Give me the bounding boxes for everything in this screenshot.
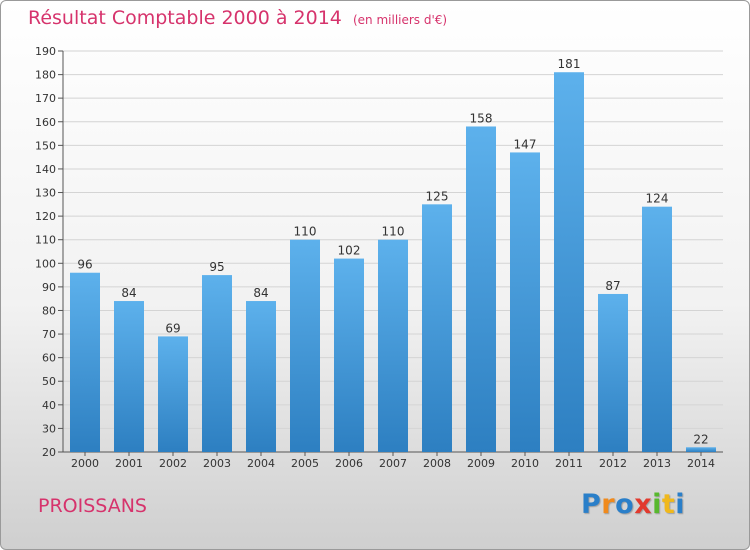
y-tick-label: 130 (35, 187, 56, 200)
bar (686, 447, 716, 452)
value-label: 102 (338, 244, 361, 258)
value-label: 95 (209, 260, 224, 274)
bar (334, 258, 364, 452)
y-tick-label: 60 (42, 352, 56, 365)
x-tick-label: 2011 (555, 457, 583, 470)
bar (114, 301, 144, 452)
y-tick-label: 50 (42, 375, 56, 388)
bar (422, 204, 452, 452)
bar (70, 272, 100, 452)
value-label: 125 (426, 189, 449, 203)
value-label: 158 (470, 111, 493, 125)
y-tick-label: 80 (42, 304, 56, 317)
bar (598, 293, 628, 452)
y-tick-label: 90 (42, 281, 56, 294)
x-tick-label: 2012 (599, 457, 627, 470)
logo-letter: i (652, 489, 662, 520)
y-tick-label: 160 (35, 116, 56, 129)
y-tick-label: 120 (35, 210, 56, 223)
value-label: 22 (693, 432, 708, 446)
bar (554, 72, 584, 453)
logo-letter: i (675, 489, 686, 520)
value-label: 84 (253, 286, 268, 300)
y-tick-label: 190 (35, 45, 56, 58)
value-label: 181 (558, 57, 581, 71)
x-tick-label: 2003 (203, 457, 231, 470)
y-tick-label: 70 (42, 328, 56, 341)
y-tick-label: 110 (35, 234, 56, 247)
logo-letter: o (615, 489, 635, 520)
x-tick-label: 2009 (467, 457, 495, 470)
x-tick-label: 2005 (291, 457, 319, 470)
bar (246, 301, 276, 452)
value-label: 87 (605, 279, 620, 293)
value-label: 96 (77, 258, 92, 272)
chart-subtitle: (en milliers d'€) (352, 13, 448, 27)
y-tick-label: 180 (35, 69, 56, 82)
place-name: PROISSANS (38, 495, 147, 517)
x-tick-label: 2007 (379, 457, 407, 470)
value-label: 110 (294, 225, 317, 239)
x-tick-label: 2013 (643, 457, 671, 470)
value-label: 69 (165, 321, 180, 335)
y-tick-label: 150 (35, 139, 56, 152)
x-tick-label: 2002 (159, 457, 187, 470)
y-tick-label: 20 (42, 446, 56, 459)
y-tick-label: 30 (42, 422, 56, 435)
y-tick-label: 100 (35, 257, 56, 270)
bar (378, 239, 408, 452)
value-label: 147 (514, 137, 537, 151)
x-tick-label: 2000 (71, 457, 99, 470)
value-label: 110 (382, 225, 405, 239)
bar (466, 126, 496, 452)
value-label: 124 (646, 192, 669, 206)
bar (642, 206, 672, 452)
value-label: 84 (121, 286, 136, 300)
logo-letter: P (581, 489, 602, 520)
y-tick-label: 170 (35, 92, 56, 105)
logo-letter: r (601, 489, 616, 520)
bar (202, 275, 232, 452)
x-tick-label: 2010 (511, 457, 539, 470)
bar (158, 336, 188, 452)
bar (510, 152, 540, 452)
bar (290, 239, 320, 452)
proxiti-logo: Proxiti (581, 489, 685, 520)
chart-title: Résultat Comptable 2000 à 2014 (28, 7, 342, 29)
title-row: Résultat Comptable 2000 à 2014 (en milli… (28, 7, 447, 29)
bars (70, 72, 716, 453)
x-tick-label: 2008 (423, 457, 451, 470)
x-tick-label: 2004 (247, 457, 275, 470)
logo-letter: x (634, 489, 653, 520)
x-tick-label: 2006 (335, 457, 363, 470)
labels: 20 30 40 50 60 70 80 90 100 110 120 130 140 150 160 170… (35, 45, 715, 470)
y-tick-label: 40 (42, 399, 56, 412)
x-tick-label: 2014 (687, 457, 715, 470)
y-tick-label: 140 (35, 163, 56, 176)
x-tick-label: 2001 (115, 457, 143, 470)
logo-letter: t (661, 489, 676, 520)
